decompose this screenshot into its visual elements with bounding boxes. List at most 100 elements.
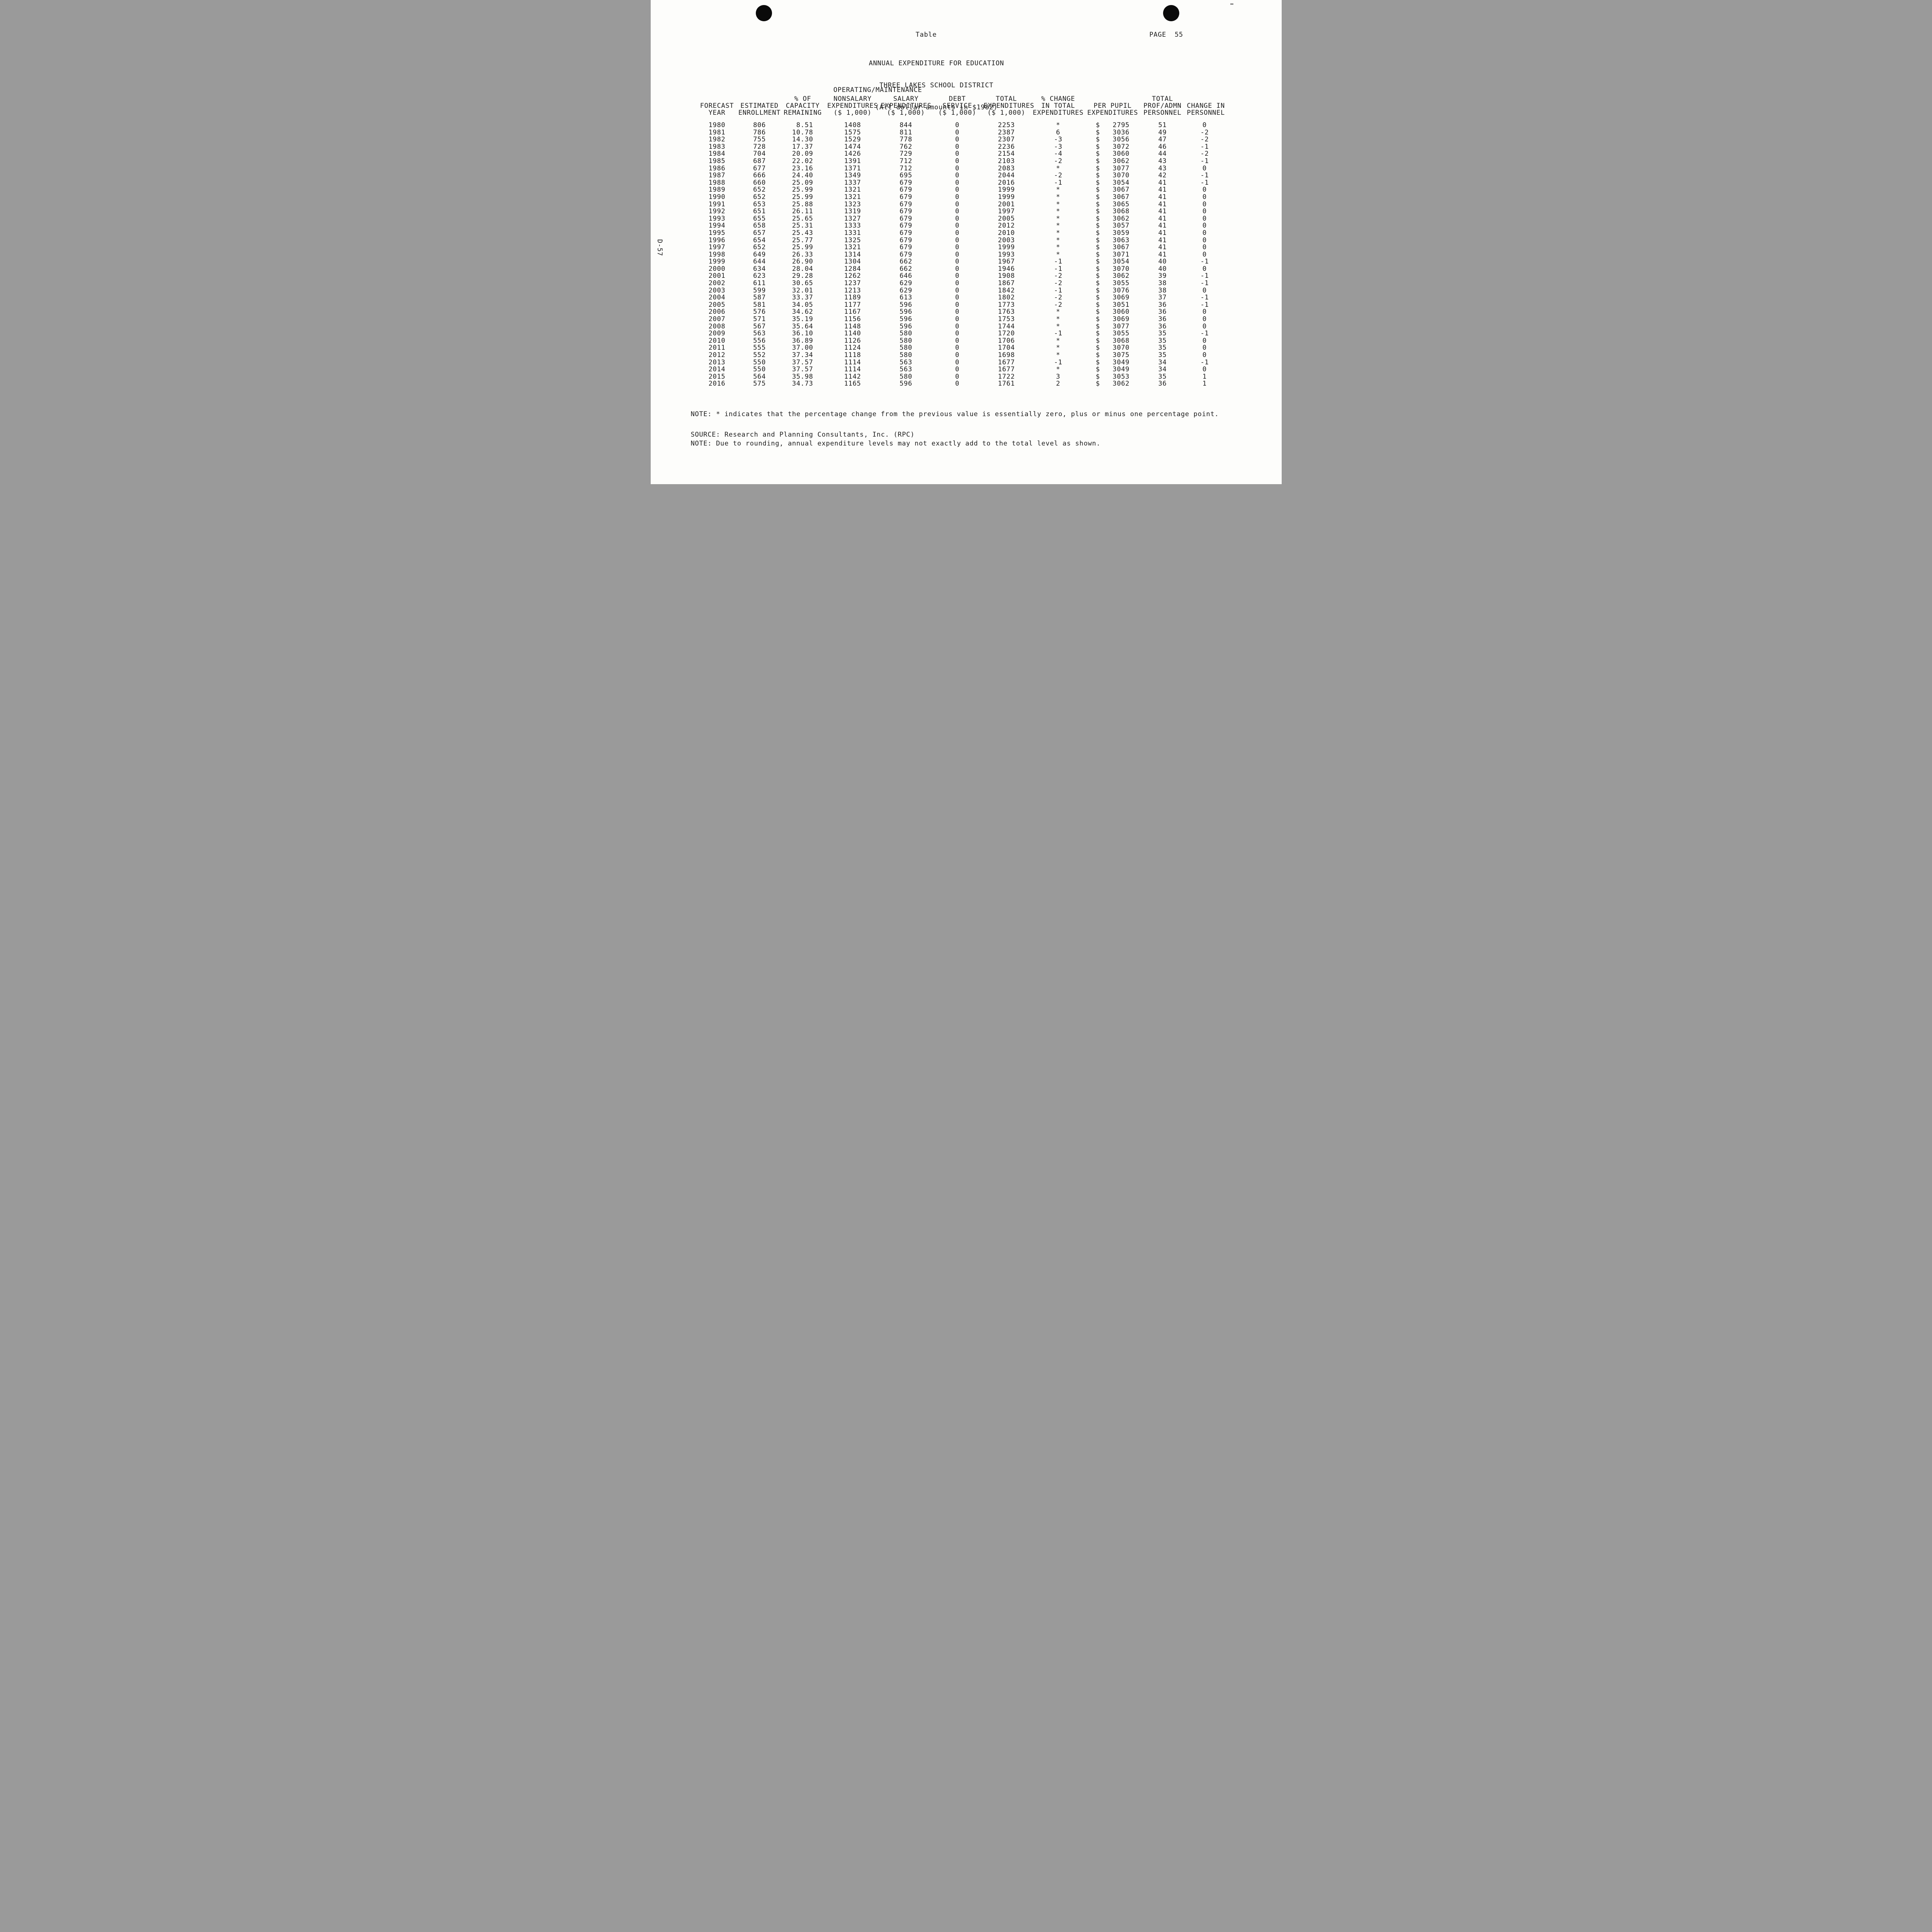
table-cell: 2001 xyxy=(708,272,726,280)
table-cell: 555 xyxy=(753,344,766,352)
table-cell: 49 xyxy=(1158,128,1167,136)
table-cell: 580 xyxy=(900,372,912,381)
table-cell: * xyxy=(1056,229,1060,237)
table-row: 1989 652 25.99 1321 679 0 1999 * $ 3067 41 0 xyxy=(696,186,1223,194)
table-cell: 0 xyxy=(955,128,959,136)
table-cell: 34.62 xyxy=(792,308,813,316)
table-cell: 0 xyxy=(955,258,959,266)
header-spacer xyxy=(984,87,1029,95)
table-cell: 0 xyxy=(955,272,959,280)
table-cell: 0 xyxy=(1202,308,1207,316)
table-row: 2007 571 35.19 1156 596 0 1753 * $ 3069 36 0 xyxy=(696,316,1223,323)
table-cell: 1985 xyxy=(708,157,726,165)
table-cell: 0 xyxy=(1202,286,1207,294)
table-cell: 1753 xyxy=(998,315,1015,323)
column-header: PERSONNEL xyxy=(1143,109,1182,117)
table-row: 2008 567 35.64 1148 596 0 1744 * $ 3077 36 0 xyxy=(696,323,1223,330)
table-cell: $ 3070 xyxy=(1095,265,1130,273)
table-cell: 0 xyxy=(955,229,959,237)
column-header: ($ 1,000) xyxy=(887,109,925,117)
table-cell: 35.98 xyxy=(792,372,813,381)
table-cell: 1983 xyxy=(708,143,726,151)
title-line-2: THREE LAKES SCHOOL DISTRICT xyxy=(879,82,994,89)
header-spacer xyxy=(1087,87,1138,95)
note-rounding: NOTE: Due to rounding, annual expenditur… xyxy=(690,440,1101,447)
table-cell: 1999 xyxy=(708,258,726,266)
table-header-row: OPERATING/MAINTENANCE xyxy=(696,87,1223,95)
table-cell: 29.28 xyxy=(792,272,813,280)
table-cell: 2154 xyxy=(998,150,1015,158)
table-cell: 1993 xyxy=(708,214,726,223)
table-cell: 0 xyxy=(955,372,959,381)
table-cell: -1 xyxy=(1200,279,1209,287)
table-cell: -1 xyxy=(1200,258,1209,266)
table-cell: 37.57 xyxy=(792,358,813,366)
table-cell: 1304 xyxy=(844,258,861,266)
table-cell: 0 xyxy=(955,150,959,158)
table-cell: 51 xyxy=(1158,121,1167,129)
table-cell: $ 3055 xyxy=(1095,330,1130,338)
table-cell: 1126 xyxy=(844,337,861,345)
table-cell: 35 xyxy=(1158,330,1167,338)
table-cell: 25.77 xyxy=(792,236,813,244)
table-cell: 634 xyxy=(753,265,766,273)
table-cell: 571 xyxy=(753,315,766,323)
table-cell: 811 xyxy=(900,128,912,136)
table-cell: 1262 xyxy=(844,272,861,280)
table-cell: 1391 xyxy=(844,157,861,165)
table-cell: 695 xyxy=(900,172,912,180)
table-cell: 567 xyxy=(753,322,766,330)
table-cell: -1 xyxy=(1054,258,1063,266)
table-cell: 1946 xyxy=(998,265,1015,273)
table-cell: 0 xyxy=(1202,193,1207,201)
table-cell: 651 xyxy=(753,207,766,216)
table-cell: 36.10 xyxy=(792,330,813,338)
table-cell: 1321 xyxy=(844,243,861,252)
table-cell: * xyxy=(1056,344,1060,352)
table-cell: 2003 xyxy=(998,236,1015,244)
table-cell: -1 xyxy=(1200,179,1209,187)
table-cell: 1314 xyxy=(844,250,861,259)
table-cell: 2253 xyxy=(998,121,1015,129)
table-cell: $ 2795 xyxy=(1095,121,1130,129)
table-cell: 0 xyxy=(1202,315,1207,323)
table-cell: $ 3049 xyxy=(1095,366,1130,374)
column-header: PROF/ADMN xyxy=(1143,102,1182,110)
table-cell: 37.57 xyxy=(792,366,813,374)
table-cell: -1 xyxy=(1200,301,1209,309)
table-cell: 1763 xyxy=(998,308,1015,316)
expenditure-table-wrap: OPERATING/MAINTENANCE % OF NONSALARY SALARY… xyxy=(696,87,1225,388)
table-cell: 1997 xyxy=(998,207,1015,216)
table-cell: 662 xyxy=(900,258,912,266)
table-cell: 25.99 xyxy=(792,243,813,252)
table-cell: 679 xyxy=(900,250,912,259)
page-number: PAGE 55 xyxy=(1149,31,1183,39)
column-header: ESTIMATED xyxy=(740,102,779,110)
table-cell: 1999 xyxy=(998,193,1015,201)
table-cell: $ 3067 xyxy=(1095,243,1130,252)
table-cell: * xyxy=(1056,207,1060,216)
title-line-1: ANNUAL EXPENDITURE FOR EDUCATION xyxy=(869,60,1004,67)
column-header: CHANGE IN xyxy=(1187,102,1225,110)
column-header: FORECAST xyxy=(700,102,734,110)
table-row: 1990 652 25.99 1321 679 0 1999 * $ 3067 41 0 xyxy=(696,194,1223,201)
table-row: 1991 653 25.88 1323 679 0 2001 * $ 3065 41 0 xyxy=(696,201,1223,208)
table-cell: 2007 xyxy=(708,315,726,323)
table-cell: 0 xyxy=(1202,214,1207,223)
punch-hole-icon xyxy=(1163,5,1179,21)
table-cell: 2012 xyxy=(998,222,1015,230)
table-cell: 755 xyxy=(753,136,766,144)
table-cell: 611 xyxy=(753,279,766,287)
table-cell: 1999 xyxy=(998,243,1015,252)
table-cell: 41 xyxy=(1158,179,1167,187)
table-cell: -1 xyxy=(1054,330,1063,338)
table-cell: 563 xyxy=(900,366,912,374)
table-cell: $ 3055 xyxy=(1095,279,1130,287)
table-cell: 25.31 xyxy=(792,222,813,230)
table-cell: 0 xyxy=(955,265,959,273)
column-header: NONSALARY xyxy=(833,95,872,103)
table-row: 2002 611 30.65 1237 629 0 1867 -2 $ 3055 38 -1 xyxy=(696,280,1223,287)
table-cell: $ 3056 xyxy=(1095,136,1130,144)
table-cell: 2010 xyxy=(998,229,1015,237)
table-cell: -2 xyxy=(1054,279,1063,287)
